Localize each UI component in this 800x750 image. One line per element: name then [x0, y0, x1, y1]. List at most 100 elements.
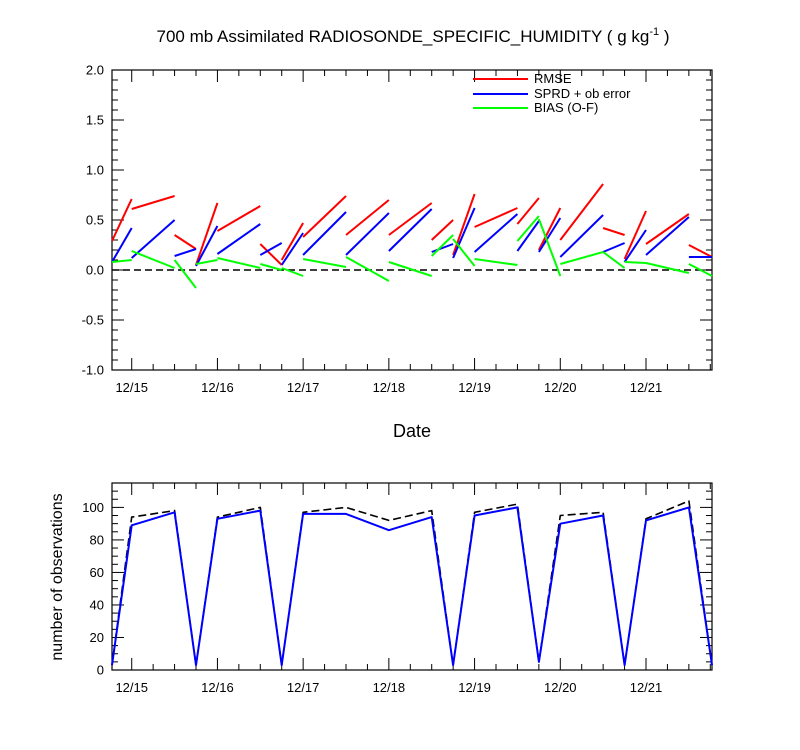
- y-tick-label: 100: [82, 500, 104, 515]
- spread-line-segment: [388, 208, 433, 252]
- bias-line-segment: [430, 234, 454, 257]
- spread-line-segment: [516, 220, 540, 252]
- top-chart-panel: -1.0 -0.5 0.0 0.5 1.0 1.5 2.0 12/15 12/16 12/17 12…: [82, 63, 713, 395]
- bias-line-segment: [217, 257, 261, 269]
- bias-line-segment: [388, 261, 433, 277]
- legend-label: BIAS (O-F): [534, 100, 598, 115]
- bias-line-segment: [173, 259, 197, 289]
- y-tick-label: 1.0: [86, 163, 104, 178]
- x-tick-label: 12/16: [201, 380, 234, 395]
- spread-line-segment: [473, 213, 519, 253]
- x-tick-label: 12/21: [630, 380, 663, 395]
- x-tick-label: 12/16: [201, 680, 234, 695]
- bias-line-segment: [345, 256, 390, 282]
- x-tick-label: 12/20: [544, 380, 577, 395]
- bias-line-segment: [645, 262, 690, 274]
- y-tick-label: 40: [90, 597, 104, 612]
- y-tick-label: 1.5: [86, 113, 104, 128]
- x-tick-label: 12/17: [287, 680, 320, 695]
- y-tick-label: 20: [90, 630, 104, 645]
- y-tick-label: 0.5: [86, 213, 104, 228]
- bias-line-segment: [474, 258, 518, 266]
- spread-line-segment: [302, 211, 347, 256]
- rmse-line-segment: [602, 227, 625, 236]
- y-tick-label: -0.5: [82, 313, 104, 328]
- x-tick-label: 12/19: [458, 380, 491, 395]
- bias-line-segment: [516, 215, 540, 242]
- spread-line-segment: [538, 217, 562, 253]
- rmse-line-segment: [345, 199, 390, 236]
- title-main: 700 mb Assimilated RADIOSONDE_SPECIFIC_H…: [157, 27, 650, 46]
- spread-line-segment: [452, 207, 476, 259]
- rmse-line-segment: [559, 183, 604, 241]
- legend-label: SPRD + ob error: [534, 86, 631, 101]
- spread-line-segment: [259, 242, 283, 256]
- rmse-line-segment: [623, 210, 647, 260]
- spread-line-segment: [111, 227, 133, 263]
- rmse-line-segment: [131, 195, 175, 210]
- rmse-line-segment: [111, 198, 133, 242]
- rmse-line-segment: [388, 202, 433, 236]
- plot-frame: [111, 482, 713, 671]
- x-tick-label: 12/20: [544, 680, 577, 695]
- spread-line-segment: [645, 216, 690, 256]
- bias-line-segment: [624, 261, 647, 264]
- bias-line-segment: [452, 238, 476, 267]
- spread-line-segment: [174, 248, 197, 257]
- x-tick-label: 12/15: [115, 680, 148, 695]
- y-tick-label: 60: [90, 565, 104, 580]
- y-tick-label: 80: [90, 532, 104, 547]
- legend-label: RMSE: [534, 71, 572, 86]
- spread-line-segment: [345, 212, 390, 256]
- bias-line-segment: [602, 251, 626, 269]
- x-tick-label: 12/19: [458, 680, 491, 695]
- rmse-line-segment: [538, 207, 562, 251]
- rmse-line-segment: [645, 213, 690, 245]
- y-tick-label: 0.0: [86, 263, 104, 278]
- rmse-line-segment: [516, 197, 540, 225]
- bottom-chart-panel: 0 20 40 60 80 100 12/15 12/16 12/17 12/18 12/19 12/…: [82, 482, 713, 695]
- obs-used-line: [111, 506, 713, 667]
- bias-line-segment: [131, 250, 175, 269]
- rmse-line-segment: [452, 193, 476, 256]
- bias-line-segment: [560, 251, 604, 265]
- x-tick-label: 12/18: [373, 680, 406, 695]
- rmse-line-segment: [195, 202, 219, 266]
- bias-line-segment: [281, 267, 304, 277]
- bias-line-segment: [260, 263, 282, 271]
- rmse-line-segment: [216, 205, 261, 232]
- spread-line-segment: [559, 214, 604, 258]
- rmse-line-segment: [431, 219, 454, 241]
- rmse-line-segment: [259, 243, 283, 266]
- title-exponent: -1: [649, 26, 659, 38]
- x-tick-label: 12/15: [115, 380, 148, 395]
- plot-frame: [111, 69, 713, 371]
- x-tick-label: 12/17: [287, 380, 320, 395]
- y-tick-label: 2.0: [86, 63, 104, 78]
- bias-line-segment: [302, 258, 347, 268]
- figure-title: 700 mb Assimilated RADIOSONDE_SPECIFIC_H…: [157, 26, 670, 46]
- spread-line-segment: [431, 243, 454, 253]
- y-tick-label: 0: [97, 663, 104, 678]
- bias-line-segment: [111, 259, 132, 263]
- x-tick-label: 12/21: [630, 680, 663, 695]
- top-x-axis-title: Date: [393, 421, 431, 441]
- x-tick-label: 12/18: [373, 380, 406, 395]
- spread-line-segment: [280, 232, 304, 266]
- spread-line-segment: [623, 229, 647, 263]
- title-close: ): [659, 27, 669, 46]
- rmse-line-segment: [302, 195, 347, 238]
- spread-line-segment: [216, 223, 261, 255]
- bias-line-segment: [195, 259, 218, 265]
- bottom-y-axis-title: number of observations: [49, 493, 66, 660]
- rmse-line-segment: [474, 207, 518, 228]
- rmse-line-segment: [174, 234, 197, 250]
- bias-line-segment: [537, 218, 562, 277]
- spread-line-segment: [195, 225, 219, 267]
- spread-line-segment: [131, 219, 176, 259]
- rmse-line-segment: [688, 244, 713, 258]
- rmse-line-segment: [280, 222, 304, 261]
- spread-line-segment: [602, 242, 625, 253]
- y-tick-label: -1.0: [82, 363, 104, 378]
